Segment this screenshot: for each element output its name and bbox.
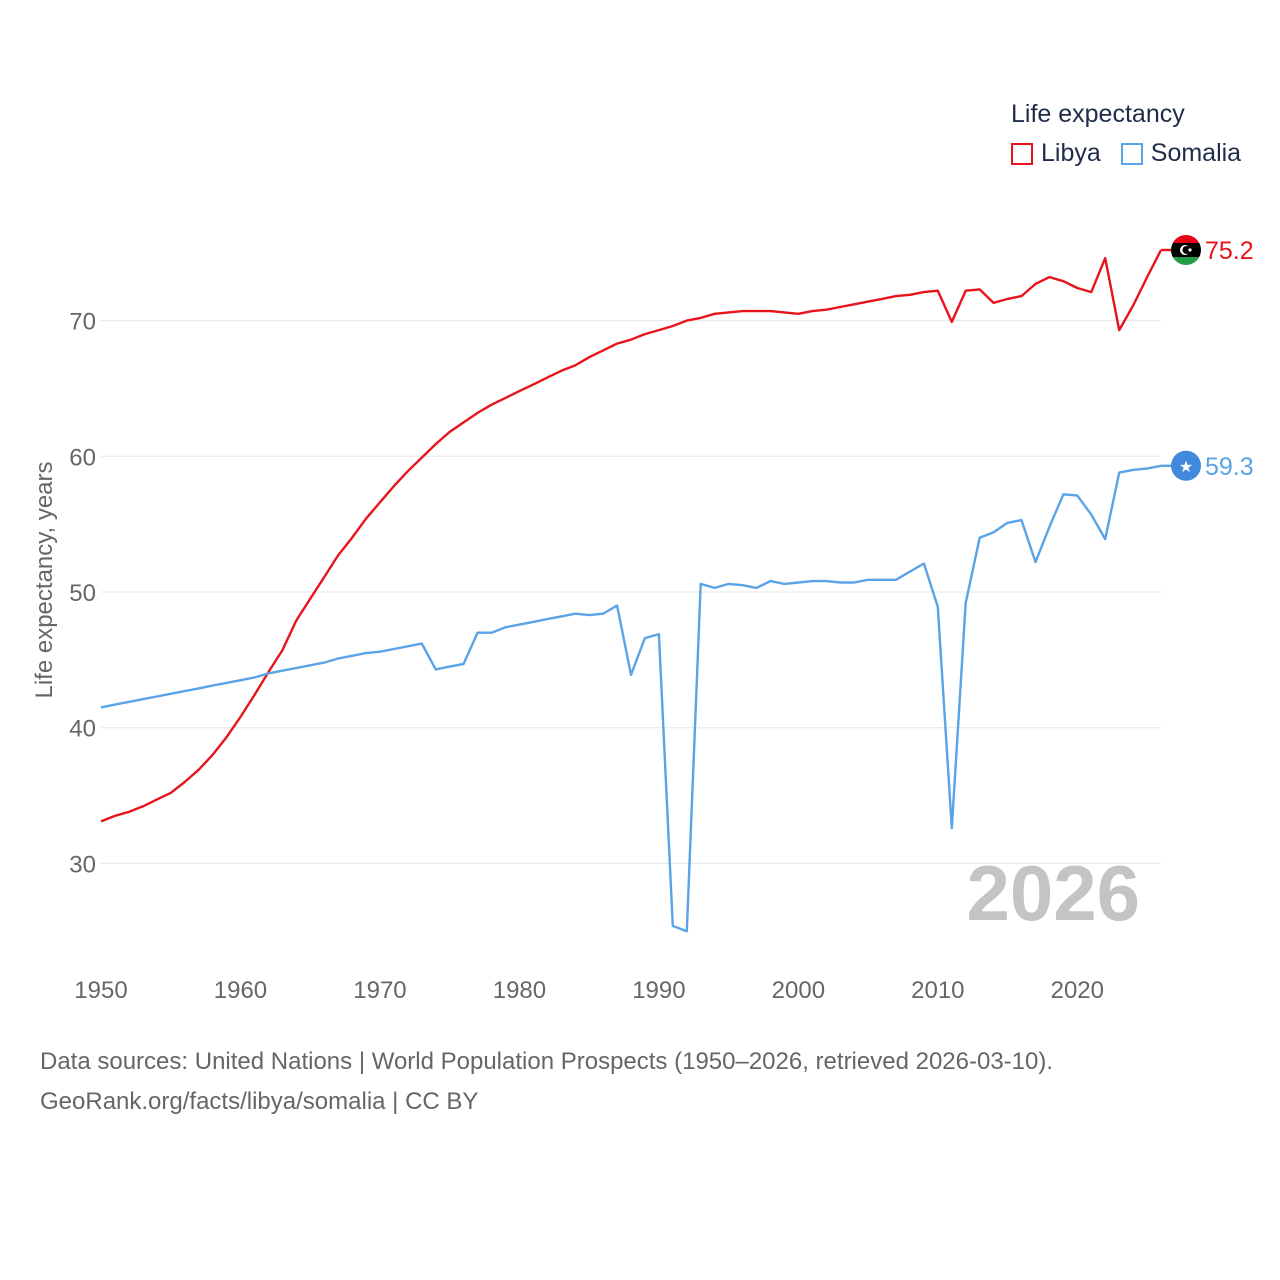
series-line-libya[interactable] (100, 249, 1163, 823)
x-tick-label: 2010 (911, 977, 964, 1004)
svg-text:★: ★ (1179, 457, 1193, 476)
legend-label-somalia: Somalia (1150, 139, 1242, 167)
legend-swatch-libya (1011, 142, 1033, 165)
legend-item-somalia[interactable]: Somalia (1120, 139, 1242, 168)
y-axis-label: Life expectancy, years (31, 461, 58, 698)
y-tick-label: 70 (69, 309, 96, 336)
x-tick-label: 2000 (772, 977, 825, 1004)
legend-label-libya: Libya (1041, 139, 1101, 167)
somalia-flag-icon: ★ (1171, 450, 1201, 481)
x-tick-label: 1960 (214, 977, 267, 1004)
legend: Life expectancy Libya Somalia (1011, 100, 1261, 168)
year-watermark: 2026 (966, 849, 1140, 937)
legend-title: Life expectancy (1011, 100, 1185, 128)
grid (101, 320, 1161, 864)
x-tick-label: 1970 (353, 977, 406, 1004)
data-sources: Data sources: United Nations | World Pop… (40, 1042, 1053, 1122)
x-axis: 1950 1960 1970 1980 1990 2000 2010 2020 (74, 977, 1104, 1004)
end-value-label-somalia: 59.3 (1205, 453, 1254, 481)
legend-swatch-somalia (1120, 142, 1143, 165)
y-axis: 30 40 50 60 70 (69, 309, 96, 879)
libya-flag-icon (1171, 235, 1201, 265)
series-lines (100, 249, 1163, 933)
y-tick-label: 60 (69, 444, 96, 471)
legend-item-libya[interactable]: Libya (1011, 139, 1101, 168)
x-tick-label: 1950 (74, 977, 127, 1004)
series-line-somalia[interactable] (100, 464, 1162, 933)
legend-items: Libya Somalia (1011, 139, 1261, 168)
x-tick-label: 1990 (632, 977, 685, 1004)
x-tick-label: 1980 (493, 977, 546, 1004)
y-tick-label: 50 (69, 580, 96, 607)
series-end-markers: 75.2 ★ 59.3 (1161, 235, 1254, 481)
sources-line: Data sources: United Nations | World Pop… (40, 1048, 1054, 1075)
x-tick-label: 2020 (1051, 977, 1104, 1004)
attribution-link[interactable]: GeoRank.org/facts/libya/somalia | CC BY (40, 1088, 479, 1115)
end-value-label-libya: 75.2 (1205, 237, 1254, 265)
y-tick-label: 30 (69, 851, 96, 878)
y-tick-label: 40 (69, 716, 96, 743)
